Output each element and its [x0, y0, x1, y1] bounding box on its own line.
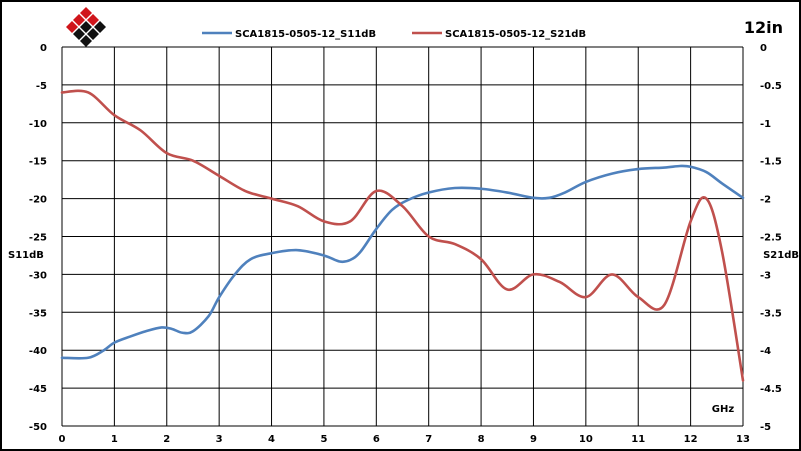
y-tick-label-right: 0: [760, 43, 767, 54]
y-tick-label-right: -1.5: [760, 157, 782, 168]
y-tick-label-right: -2: [760, 195, 771, 206]
y-tick-label-right: -4.5: [760, 384, 782, 395]
x-tick-label: 4: [268, 434, 275, 445]
y-tick-label-left: -35: [29, 308, 47, 319]
y-tick-label-left: -5: [36, 81, 47, 92]
y-tick-label-left: -50: [29, 422, 47, 433]
logo-diamond: [73, 28, 85, 40]
grid: [61, 46, 744, 427]
y-tick-label-left: -15: [29, 157, 47, 168]
y-axis-label-right: S21dB: [763, 250, 799, 261]
x-tick-label: 1: [111, 434, 118, 445]
logo-diamond: [80, 7, 92, 19]
series-line-s21: [60, 89, 745, 382]
x-tick-label: 6: [373, 434, 380, 445]
x-tick-label: 11: [631, 434, 645, 445]
legend: SCA1815-0505-12_S11dB SCA1815-0505-12_S2…: [202, 29, 586, 40]
y-tick-label-right: -3.5: [760, 308, 782, 319]
y-tick-label-right: -2.5: [760, 233, 782, 244]
logo-diamond: [87, 14, 99, 26]
y-tick-label-right: -4: [760, 346, 771, 357]
y-tick-label-left: -25: [29, 233, 47, 244]
x-tick-label: 3: [216, 434, 223, 445]
x-axis-unit-label: GHz: [712, 404, 735, 415]
y-tick-label-right: -5: [760, 422, 771, 433]
y-tick-label-left: -40: [29, 346, 47, 357]
y-tick-label-left: -45: [29, 384, 47, 395]
y-tick-label-left: 0: [40, 43, 47, 54]
corner-label: 12in: [744, 18, 783, 37]
y-axis-label-left: S11dB: [8, 250, 44, 261]
x-tick-label: 2: [163, 434, 170, 445]
logo-diamond: [80, 21, 92, 33]
logo-diamond: [80, 35, 92, 47]
y-tick-label-left: -20: [29, 195, 47, 206]
series-line-s11: [60, 164, 745, 360]
x-tick-label: 0: [59, 434, 66, 445]
logo-diamond: [87, 28, 99, 40]
x-tick-label: 12: [684, 434, 698, 445]
diamond-logo-icon: [66, 7, 106, 47]
x-tick-label: 5: [320, 434, 327, 445]
x-tick-label: 7: [425, 434, 432, 445]
y-tick-label-right: -0.5: [760, 81, 782, 92]
x-tick-label: 13: [736, 434, 750, 445]
y-tick-label-left: -10: [29, 119, 47, 130]
legend-label-s21: SCA1815-0505-12_S21dB: [445, 29, 586, 40]
y-tick-label-right: -1: [760, 119, 771, 130]
logo-diamond: [66, 21, 78, 33]
x-tick-label: 9: [530, 434, 537, 445]
logo-diamond: [94, 21, 106, 33]
series-layer: [60, 89, 745, 382]
y-tick-label-left: -30: [29, 270, 47, 281]
y-tick-label-right: -3: [760, 270, 771, 281]
legend-label-s11: SCA1815-0505-12_S11dB: [235, 29, 376, 40]
x-tick-label: 10: [579, 434, 593, 445]
logo-diamond: [73, 14, 85, 26]
tick-labels: 0 1 2 3 4 5 6 7 8 9 10 11 12 130-5-10-15-20-25-30-35-…: [29, 43, 782, 445]
x-tick-label: 8: [478, 434, 485, 445]
